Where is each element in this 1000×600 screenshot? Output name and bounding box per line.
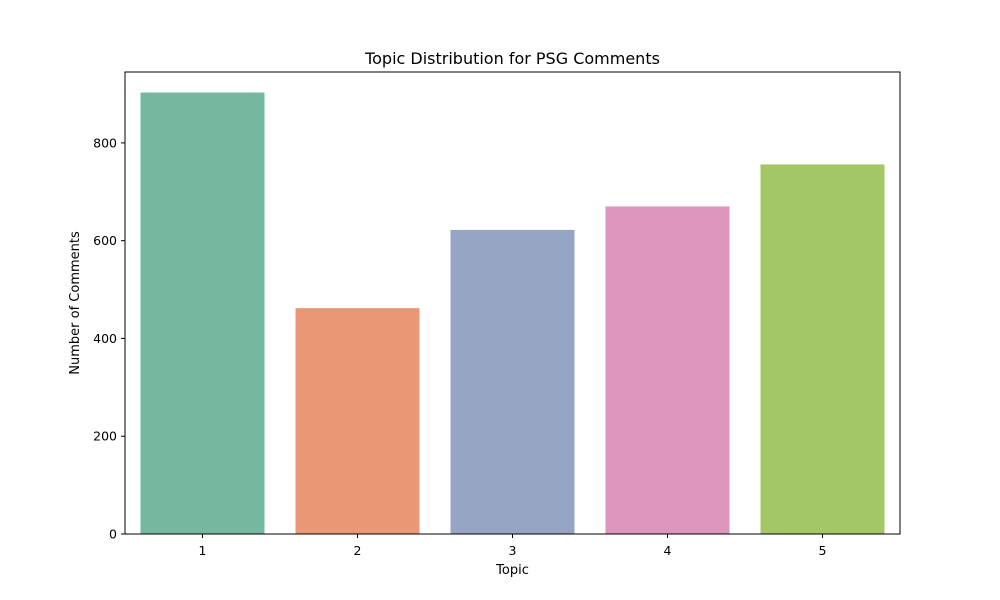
bar-topic-3	[450, 229, 575, 534]
plot-area-frame	[124, 71, 901, 535]
x-tick-label: 4	[664, 543, 672, 558]
bar-topic-5	[760, 164, 885, 534]
y-axis-ticks: 0 200 400 600 800	[93, 135, 125, 542]
bar-topic-2	[295, 308, 420, 534]
y-tick-label: 200	[93, 429, 117, 444]
y-tick-label: 400	[93, 331, 117, 346]
y-axis-label: Number of Comments	[68, 231, 83, 375]
x-axis-ticks: 1 2 3 4 5	[199, 534, 827, 558]
x-axis-label: Topic	[495, 563, 529, 578]
x-tick-label: 5	[819, 543, 827, 558]
y-tick-label: 600	[93, 233, 117, 248]
x-tick-label: 2	[354, 543, 362, 558]
bar-topic-1	[140, 92, 265, 535]
bars-layer	[140, 92, 885, 535]
bar-topic-4	[605, 206, 730, 534]
y-tick-label: 0	[109, 527, 117, 542]
chart-title: Topic Distribution for PSG Comments	[364, 49, 660, 68]
y-tick-label: 800	[93, 135, 117, 150]
x-tick-label: 3	[509, 543, 517, 558]
x-tick-label: 1	[199, 543, 207, 558]
